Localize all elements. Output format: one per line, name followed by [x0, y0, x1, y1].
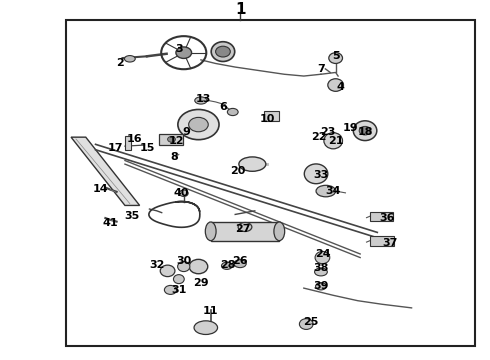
Ellipse shape [211, 42, 235, 62]
Ellipse shape [177, 261, 190, 271]
Bar [125, 136, 131, 150]
Text: 33: 33 [313, 170, 329, 180]
Text: 36: 36 [379, 213, 395, 223]
Text: 29: 29 [193, 278, 209, 288]
Ellipse shape [227, 108, 238, 116]
Text: 24: 24 [316, 249, 331, 259]
Text: 1: 1 [235, 2, 245, 17]
Ellipse shape [164, 285, 176, 294]
Text: 12: 12 [169, 136, 184, 146]
Circle shape [176, 47, 192, 58]
Ellipse shape [315, 251, 330, 264]
Ellipse shape [195, 97, 207, 104]
Text: 20: 20 [230, 166, 245, 176]
Text: 7: 7 [317, 64, 325, 74]
Ellipse shape [316, 185, 336, 197]
Bar [370, 212, 393, 221]
Ellipse shape [299, 319, 313, 329]
Ellipse shape [160, 265, 175, 276]
Text: 35: 35 [124, 211, 140, 221]
Text: 17: 17 [107, 143, 123, 153]
Circle shape [359, 126, 371, 135]
Text: 2: 2 [116, 58, 124, 68]
Text: 27: 27 [235, 224, 250, 234]
Text: 39: 39 [313, 281, 329, 291]
Text: 32: 32 [149, 260, 165, 270]
Ellipse shape [234, 260, 246, 267]
Polygon shape [71, 137, 140, 206]
Ellipse shape [315, 268, 327, 276]
Circle shape [216, 46, 230, 57]
Text: 18: 18 [357, 127, 373, 137]
Ellipse shape [221, 262, 232, 269]
Text: 13: 13 [196, 94, 211, 104]
Text: 26: 26 [232, 256, 248, 266]
Ellipse shape [179, 190, 188, 197]
Ellipse shape [324, 133, 343, 149]
Text: 4: 4 [337, 82, 344, 92]
Text: 14: 14 [93, 184, 108, 194]
Text: 11: 11 [203, 306, 219, 316]
Ellipse shape [274, 222, 285, 241]
Ellipse shape [189, 259, 208, 274]
Text: 37: 37 [382, 238, 397, 248]
Text: 30: 30 [176, 256, 192, 266]
Circle shape [178, 109, 219, 140]
Ellipse shape [205, 222, 216, 241]
Bar [370, 236, 394, 246]
Text: 6: 6 [219, 102, 227, 112]
Text: 10: 10 [259, 114, 275, 124]
Text: 41: 41 [102, 219, 118, 228]
Bar [211, 222, 279, 242]
Text: 40: 40 [173, 188, 189, 198]
Text: 16: 16 [127, 134, 143, 144]
Text: 25: 25 [303, 317, 319, 327]
Text: 3: 3 [175, 44, 183, 54]
Ellipse shape [173, 275, 184, 284]
Text: 9: 9 [182, 127, 190, 137]
Ellipse shape [239, 157, 266, 171]
Ellipse shape [238, 222, 252, 231]
Bar [66, 20, 475, 346]
Ellipse shape [316, 283, 326, 290]
Text: 5: 5 [332, 51, 340, 61]
Text: 21: 21 [328, 136, 343, 146]
Ellipse shape [329, 53, 343, 63]
Ellipse shape [328, 79, 343, 91]
Circle shape [168, 136, 175, 142]
Text: 19: 19 [343, 123, 358, 133]
Ellipse shape [124, 55, 135, 62]
Text: 22: 22 [311, 132, 326, 142]
Text: 31: 31 [171, 285, 187, 295]
Text: 38: 38 [313, 264, 329, 273]
Text: 15: 15 [139, 143, 155, 153]
Text: 28: 28 [220, 260, 236, 270]
Text: 23: 23 [320, 127, 336, 137]
Text: 8: 8 [170, 152, 178, 162]
Bar [264, 111, 279, 121]
Ellipse shape [194, 321, 218, 334]
Circle shape [189, 117, 208, 132]
Ellipse shape [304, 164, 328, 184]
Bar [159, 134, 183, 145]
Text: 34: 34 [325, 186, 341, 196]
Ellipse shape [353, 121, 377, 140]
